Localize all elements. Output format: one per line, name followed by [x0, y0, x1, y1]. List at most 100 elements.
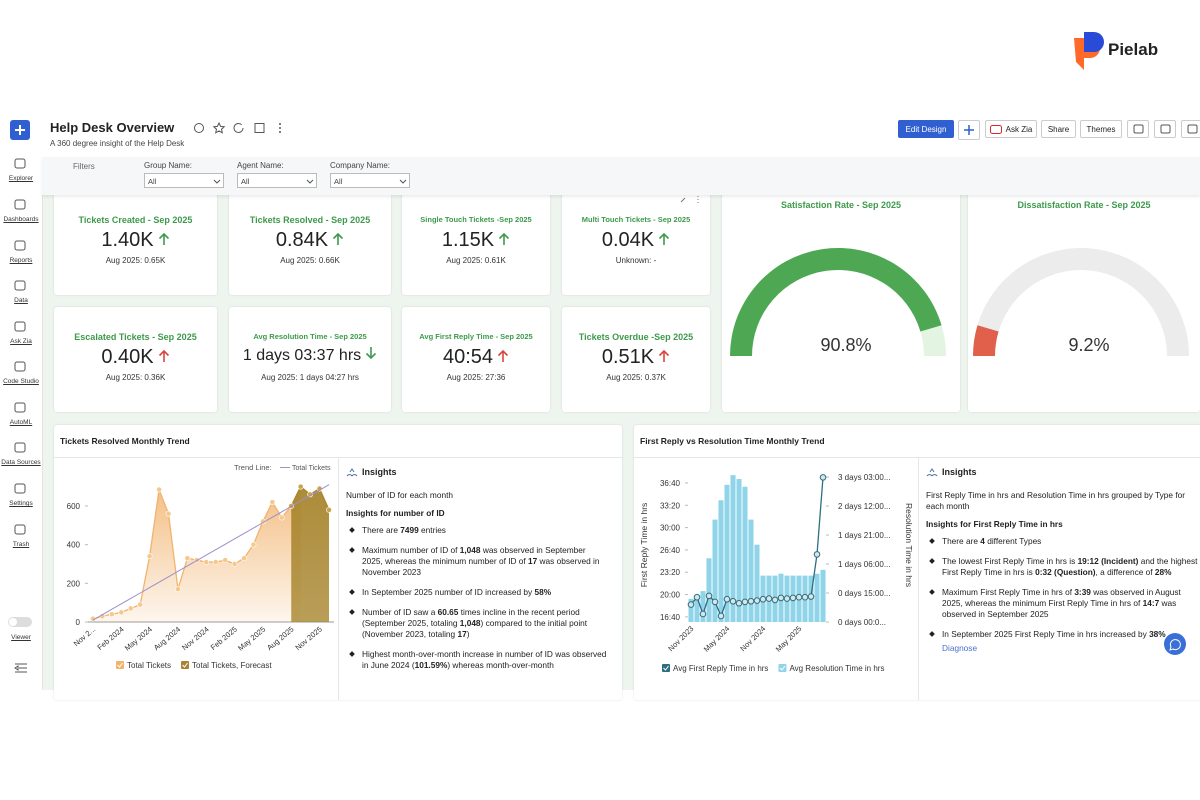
kpi-card: Tickets Overdue -Sep 2025 0.51K Aug 2025: … — [562, 307, 710, 412]
x-tick-label: Aug 2025 — [265, 625, 295, 653]
kpi-compare: Unknown: - — [615, 256, 657, 265]
insight-item: The lowest First Reply Time in hrs is 19… — [926, 556, 1198, 578]
header-button[interactable]: Ask Zia — [985, 120, 1037, 138]
icon-shape — [14, 199, 26, 210]
kpi-compare: Aug 2025: 0.65K — [105, 256, 166, 265]
data-point — [741, 598, 749, 606]
kpi-value: 1.40K — [101, 229, 154, 251]
insight-text: There are — [942, 536, 981, 546]
insights-list: There are 4 different Types The lowest Fi… — [926, 536, 1198, 640]
kpi-title: Escalated Tickets - Sep 2025 — [74, 332, 197, 342]
add-button[interactable] — [958, 120, 980, 140]
insight-text: was observed in September 2025 — [942, 598, 1177, 619]
y2-tick-label: 3 days 03:00... — [838, 473, 890, 482]
icon-shape — [14, 321, 26, 332]
legend-check — [663, 665, 669, 671]
insight-text: 0:32 (Question) — [1035, 567, 1096, 577]
kpi-value: 0.04K — [601, 229, 655, 251]
nav-item[interactable]: Trash — [12, 541, 30, 548]
kpi-value: 0.84K — [275, 229, 329, 251]
toolbar-icon — [1160, 124, 1171, 134]
filter-select[interactable]: All — [144, 173, 224, 188]
y-tick-label: 26:40 — [660, 546, 681, 555]
chart-title: First Reply vs Resolution Time Monthly T… — [640, 436, 825, 446]
insight-text: was observed in November 2023 — [362, 556, 600, 577]
nav-item[interactable]: Explorer — [8, 175, 34, 182]
bar — [718, 500, 724, 622]
filter-select[interactable]: All — [237, 173, 317, 188]
header-button[interactable]: Edit Design — [898, 120, 954, 138]
data-point — [203, 559, 210, 565]
gauge-card: Dissatisfaction Rate - Sep 2025 9.2% — [968, 190, 1200, 412]
nav-item[interactable]: Ask Zia — [10, 338, 32, 345]
icon-shape — [1169, 639, 1181, 651]
filter-select[interactable]: All — [330, 173, 410, 188]
bar — [688, 598, 694, 622]
data-point — [278, 514, 285, 521]
kpi-card: Single Touch Tickets -Sep 2025 1.15K Aug 2… — [402, 190, 550, 295]
nav-item[interactable]: Data — [14, 297, 28, 304]
nav-icon — [14, 321, 26, 332]
toolbar-button[interactable] — [1154, 120, 1176, 138]
data-point — [165, 510, 172, 517]
kpi-card: Avg Resolution Time - Sep 2025 1 days 03:… — [229, 307, 391, 412]
x-tick-label: Nov 2023 — [666, 624, 695, 653]
title-toolbar — [194, 121, 281, 134]
insight-text: 19:12 (Incident) — [1077, 556, 1139, 566]
kpi-value-row: 1 days 03:37 hrs — [229, 346, 391, 365]
nav-item[interactable]: AutoML — [9, 419, 33, 426]
insights-header: Insights — [926, 467, 1198, 478]
nav-item[interactable]: Data Sources — [1, 459, 41, 466]
insight-text: 17 — [528, 556, 538, 566]
legend-label: Avg First Reply Time in hrs — [673, 664, 768, 673]
nav-item[interactable]: Settings — [9, 500, 33, 507]
nav-icon — [14, 524, 26, 535]
insight-text: Maximum First Reply Time in hrs of — [942, 587, 1075, 597]
insight-text: 4 — [980, 536, 985, 546]
insight-text: Highest month-over-month increase in num… — [362, 649, 607, 670]
nav-item[interactable]: Viewer — [11, 634, 31, 641]
x-tick-label: Nov 2024 — [738, 624, 767, 653]
filter-label[interactable]: Filters — [73, 162, 95, 171]
toolbar-button[interactable] — [1181, 120, 1200, 138]
nav-item[interactable]: Dashboards — [3, 216, 39, 223]
assistant-button[interactable] — [1164, 633, 1186, 655]
insights-heading: Insights for First Reply Time in hrs — [926, 519, 1063, 529]
header-button[interactable]: Share — [1041, 120, 1076, 138]
data-point — [127, 605, 134, 612]
data-point — [795, 593, 803, 601]
y2-tick-label: 0 days 00:0... — [838, 618, 886, 627]
legend-label: Total Tickets, Forecast — [192, 661, 272, 670]
select-chevron — [213, 179, 221, 184]
nav-icon — [14, 402, 26, 413]
insights-title: Insights — [942, 467, 977, 477]
nav-item[interactable]: Reports — [9, 257, 33, 264]
data-point — [108, 611, 115, 618]
kpi-compare: Aug 2025: 0.37K — [606, 373, 666, 382]
create-button[interactable] — [10, 120, 30, 140]
y-tick-label: 33:20 — [660, 501, 681, 510]
data-point — [753, 597, 761, 604]
insight-text: was observed in September 2025, whereas … — [362, 545, 586, 566]
toolbar-button[interactable] — [1127, 120, 1149, 138]
x-tick-label: Nov 2025 — [293, 625, 323, 653]
data-point — [771, 596, 779, 604]
collapse-icon — [14, 663, 27, 673]
insights-list: There are 7499 entries Maximum number of … — [346, 525, 608, 671]
kpi-card: Avg First Reply Time - Sep 2025 40:54 Aug … — [402, 307, 550, 412]
insights-icon — [346, 468, 358, 477]
data-point — [212, 559, 219, 565]
diagnose-link[interactable]: Diagnose — [942, 643, 978, 653]
bar — [736, 479, 742, 622]
toolbar-icon — [1187, 124, 1198, 134]
insights-intro: First Reply Time in hrs and Resolution T… — [926, 490, 1186, 511]
header-button[interactable]: Themes — [1080, 120, 1122, 138]
kpi-title: Tickets Resolved - Sep 2025 — [249, 215, 371, 225]
x-tick-label: May 2025 — [236, 625, 267, 653]
trend-arrow — [158, 232, 169, 245]
bar — [712, 519, 718, 622]
insight-text: 58% — [534, 587, 552, 597]
nav-item[interactable]: Code Studio — [3, 378, 39, 385]
insight-text: different Types — [984, 536, 1042, 546]
icon-shape — [14, 524, 26, 535]
